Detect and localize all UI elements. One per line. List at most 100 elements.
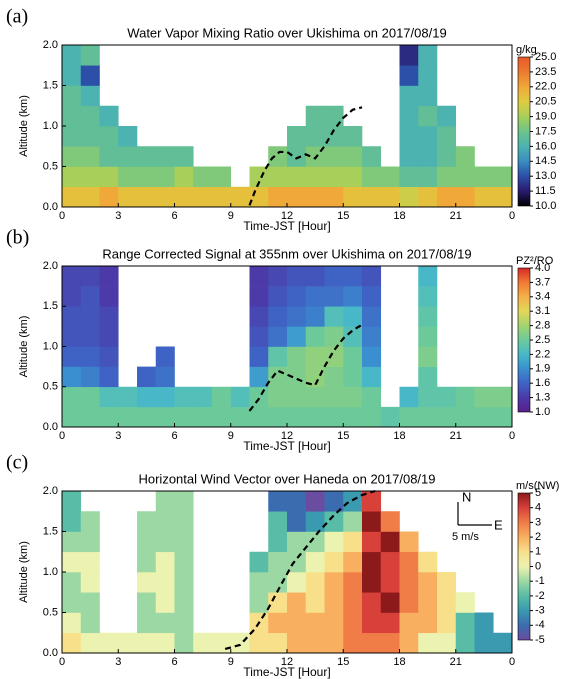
- x-tick-label: 9: [228, 656, 234, 668]
- colorbar-tick-label: 25.0: [535, 51, 556, 63]
- heat-cell: [137, 592, 157, 613]
- heat-cell: [455, 612, 475, 634]
- heat-cell: [399, 632, 419, 654]
- heat-cell: [62, 406, 82, 428]
- heat-cell: [193, 166, 213, 188]
- heat-cell: [362, 386, 382, 408]
- heat-cell: [268, 166, 288, 188]
- x-tick-label: 3: [115, 656, 121, 668]
- heat-cell: [62, 65, 82, 86]
- heat-cell: [268, 326, 288, 347]
- heat-cell: [287, 286, 307, 307]
- colorbar-tick-label: 16.0: [535, 140, 556, 152]
- y-tick-label: 1.0: [43, 120, 58, 132]
- heat-cell: [380, 511, 400, 532]
- heat-cell: [80, 126, 100, 147]
- colorbar-tick-label: -2: [535, 590, 545, 602]
- colorbar-label: PZ²/RO: [516, 255, 554, 267]
- heat-cell: [455, 632, 475, 654]
- heat-cell: [268, 572, 288, 593]
- heat-cell: [193, 186, 213, 208]
- heat-cell: [343, 366, 363, 388]
- heat-cell: [80, 45, 100, 66]
- heat-cell: [80, 65, 100, 86]
- colorbar-tick-label: 17.5: [535, 125, 556, 137]
- y-axis-label: Altitude (km): [18, 95, 30, 157]
- heat-cell: [80, 186, 100, 208]
- y-axis-label: Altitude (km): [18, 541, 30, 603]
- heat-cell: [193, 632, 213, 654]
- heat-cell: [343, 406, 363, 428]
- boundary-line: [248, 323, 363, 412]
- heat-cell: [99, 146, 119, 167]
- heat-cell: [155, 632, 175, 654]
- heat-cell: [437, 612, 457, 634]
- heat-cell: [362, 612, 382, 634]
- heat-cell: [324, 612, 344, 634]
- y-tick-label: 2.0: [43, 485, 58, 497]
- x-tick-label: 12: [281, 430, 293, 442]
- heat-cell: [249, 366, 269, 388]
- heat-cell: [437, 632, 457, 654]
- colorbar-tick-label: 4.0: [535, 262, 550, 274]
- compass: [457, 502, 492, 526]
- heat-cell: [62, 366, 82, 388]
- heat-cell: [380, 592, 400, 613]
- heat-cell: [155, 491, 175, 512]
- x-tick-label: 21: [450, 430, 462, 442]
- heat-cell: [174, 146, 194, 167]
- panel-label: (b): [6, 227, 29, 249]
- heat-cell: [362, 326, 382, 347]
- heat-cell: [437, 592, 457, 613]
- colorbar-tick-label: -4: [535, 619, 545, 631]
- heat-cell: [437, 146, 457, 167]
- y-tick-label: 0.5: [43, 606, 58, 618]
- heat-cell: [268, 491, 288, 512]
- heat-cell: [287, 126, 307, 147]
- plot-area: [62, 266, 513, 428]
- heat-cell: [399, 612, 419, 634]
- heat-cell: [362, 266, 382, 287]
- heat-cell: [362, 166, 382, 188]
- heat-cell: [62, 511, 82, 532]
- heat-cell: [418, 326, 438, 347]
- heat-cell: [249, 166, 269, 188]
- heat-cell: [268, 186, 288, 208]
- heat-cell: [174, 186, 194, 208]
- heat-cell: [99, 366, 119, 388]
- colorbar-tick-label: 10.0: [535, 200, 556, 212]
- heat-cell: [324, 306, 344, 327]
- heat-cell: [287, 632, 307, 654]
- colorbar-tick-label: 2.2: [535, 348, 550, 360]
- heat-cell: [137, 406, 157, 428]
- heat-cell: [99, 126, 119, 147]
- heat-cell: [455, 406, 475, 428]
- colorbar-tick-label: -1: [535, 575, 545, 587]
- heat-cell: [268, 592, 288, 613]
- y-tick-label: 2.0: [43, 39, 58, 51]
- heat-cell: [418, 306, 438, 327]
- heat-cell: [137, 612, 157, 634]
- heat-cell: [399, 531, 419, 553]
- heat-cell: [287, 551, 307, 573]
- heat-cell: [62, 45, 82, 66]
- heat-cell: [80, 531, 100, 553]
- heat-cell: [399, 592, 419, 613]
- heat-cell: [249, 186, 269, 208]
- x-tick-label: 0: [59, 210, 65, 222]
- heat-cell: [305, 612, 325, 634]
- heat-cell: [324, 572, 344, 593]
- heat-cell: [305, 592, 325, 613]
- heat-cell: [80, 346, 100, 367]
- x-tick-label: 15: [337, 430, 349, 442]
- colorbar-label: m/s(NW): [516, 480, 559, 492]
- heat-cell: [418, 592, 438, 613]
- heat-cell: [399, 406, 419, 428]
- heat-cell: [155, 511, 175, 532]
- heat-cell: [155, 572, 175, 593]
- colorbar-tick-label: 1.6: [535, 377, 550, 389]
- heat-cell: [399, 126, 419, 147]
- colorbar-tick-label: 2: [535, 531, 541, 543]
- y-tick-label: 1.5: [43, 525, 58, 537]
